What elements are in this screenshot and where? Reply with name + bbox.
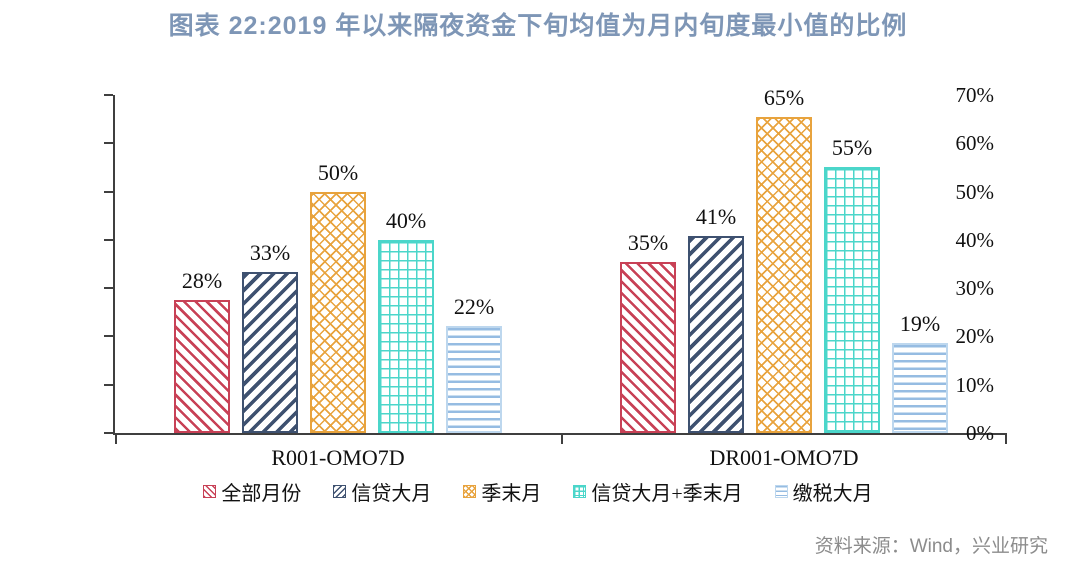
bar-季末月-dr001-omo7d: 65% <box>756 85 812 433</box>
legend-item-信贷大月+季末月: 信贷大月+季末月 <box>573 477 743 506</box>
legend-item-信贷大月: 信贷大月 <box>333 477 431 506</box>
bar-信贷大月+季末月-r001-omo7d: 40% <box>378 208 434 433</box>
plot-area: 0% 10% 20% 30% 40% 50% 60% 70% 28% 33% 50% 40% 22% R0… <box>104 84 1007 470</box>
bar-value-label: 55% <box>831 135 873 161</box>
bar-季末月-r001-omo7d: 50% <box>310 160 366 433</box>
legend-swatch-icon <box>573 485 587 498</box>
bar-信贷大月+季末月-dr001-omo7d: 55% <box>824 135 880 433</box>
legend-label: 信贷大月+季末月 <box>591 483 743 505</box>
bar-value-label: 19% <box>899 311 941 337</box>
y-axis-tick-label: 10% <box>955 372 995 397</box>
bar-value-label: 41% <box>695 204 737 229</box>
bar-value-label: 33% <box>249 240 291 266</box>
source-note: 资料来源：Wind，兴业研究 <box>814 536 1048 557</box>
y-axis-tick <box>104 190 113 193</box>
legend-item-季末月: 季末月 <box>463 477 541 506</box>
bar-value-label: 35% <box>627 230 669 256</box>
legend: 全部月份 信贷大月 季末月 信贷大月+季末月 缴税大月 <box>0 477 1076 506</box>
bar-value-label: 40% <box>385 207 427 233</box>
legend-label: 全部月份 <box>221 483 302 505</box>
legend-swatch-icon <box>463 485 477 498</box>
bar-全部月份-r001-omo7d: 28% <box>174 268 230 433</box>
bar-信贷大月-r001-omo7d: 33% <box>242 240 298 433</box>
bar-group-dr001-omo7d: 35% 41% 65% 55% 19% <box>561 85 1007 433</box>
legend-label: 季末月 <box>481 483 542 505</box>
bar-value-label: 50% <box>317 159 359 185</box>
y-axis-tick <box>104 142 113 145</box>
y-axis-tick <box>104 238 113 241</box>
legend-swatch-icon <box>203 485 217 498</box>
y-axis-tick-label: 70% <box>955 83 995 107</box>
legend-swatch-icon <box>333 485 347 498</box>
x-axis-tick <box>115 433 117 444</box>
bar-value-label: 65% <box>763 84 805 110</box>
x-axis-tick <box>1005 433 1007 444</box>
bar-信贷大月-dr001-omo7d: 41% <box>688 204 744 433</box>
y-axis-tick-label: 0% <box>966 421 994 445</box>
legend-label: 缴税大月 <box>792 483 873 505</box>
y-axis-tick-label: 30% <box>955 276 995 301</box>
y-axis-tick <box>104 287 113 290</box>
y-axis-tick <box>104 383 113 386</box>
bar-group-r001-omo7d: 28% 33% 50% 40% 22% <box>115 95 561 433</box>
bar-缴税大月-dr001-omo7d: 19% <box>892 311 948 433</box>
x-axis-tick <box>561 433 563 444</box>
y-axis-tick <box>104 335 113 338</box>
x-axis-category-label: DR001-OMO7D <box>709 445 859 470</box>
y-axis-tick <box>104 94 113 96</box>
bar-value-label: 28% <box>181 268 223 294</box>
y-axis-tick-label: 40% <box>955 227 995 252</box>
legend-item-缴税大月: 缴税大月 <box>774 477 873 506</box>
legend-item-全部月份: 全部月份 <box>203 477 301 506</box>
bar-value-label: 22% <box>453 293 495 319</box>
y-axis-tick-label: 50% <box>955 179 995 204</box>
y-axis-tick <box>104 432 113 434</box>
y-axis-tick-label: 60% <box>955 131 995 156</box>
legend-label: 信贷大月 <box>351 483 432 505</box>
y-axis-tick-label: 20% <box>955 324 995 349</box>
bar-全部月份-dr001-omo7d: 35% <box>620 230 676 433</box>
legend-swatch-icon <box>774 485 788 498</box>
chart-title: 图表 22:2019 年以来隔夜资金下旬均值为月内旬度最小值的比例 <box>168 12 908 40</box>
bar-缴税大月-r001-omo7d: 22% <box>446 294 502 433</box>
x-axis-category-label: R001-OMO7D <box>271 445 405 470</box>
